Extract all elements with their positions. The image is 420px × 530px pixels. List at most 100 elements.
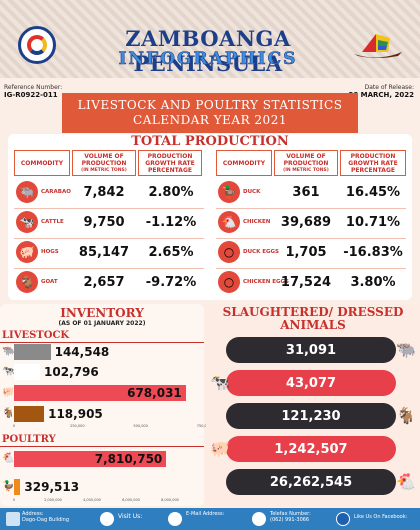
poultry-tick-2: 4,000,000 (83, 498, 101, 502)
commodity-name-left-1: CATTLE (41, 219, 64, 225)
livestock-bar-3 (14, 406, 45, 422)
infographics-title: INFOGRAPHICS (118, 49, 298, 70)
region-title: ZAMBOANGA PENINSULA (125, 26, 291, 76)
slaughter-value-0: 31,091 (285, 342, 337, 358)
livestock-tick-2: 500,000 (133, 424, 148, 428)
poultry-animal-icon-1: 🦆 (2, 481, 15, 492)
livestock-animal-icon-3: 🐐 (2, 408, 15, 419)
facebook-icon (336, 512, 350, 526)
row-divider-left-0 (14, 208, 204, 209)
poultry-label: POULTRY (2, 434, 56, 445)
slaughter-animal-icon-1: 🐄 (210, 373, 230, 392)
livestock-bar-label-3: 118,905 (48, 407, 103, 421)
slaughtered-heading-line2: ANIMALS (280, 318, 346, 332)
livestock-animal-icon-1: 🐄 (2, 366, 15, 377)
slaughter-value-3: 1,242,507 (274, 441, 348, 457)
livestock-animal-icon-0: 🐃 (2, 346, 15, 357)
livestock-bar-label-1: 102,796 (44, 365, 99, 379)
slaughter-bar-4: 26,262,545 (226, 469, 396, 495)
livestock-bar-0 (14, 344, 51, 360)
livestock-bar-label-2: 678,031 (127, 386, 182, 400)
goat-icon: 🐐 (16, 271, 38, 293)
slaughter-value-2: 121,230 (281, 408, 341, 424)
volume-right-1: 39,689 (280, 215, 332, 230)
duck-icon: 🦆 (218, 181, 240, 203)
volume-left-1: 9,750 (83, 215, 125, 230)
vinta-boat-icon (354, 34, 402, 58)
livestock-bar-label-0: 144,548 (54, 345, 110, 359)
commodity-name-right-1: CHICKEN (243, 219, 271, 225)
commodity-name-right-3: CHICKEN EGGS (243, 279, 290, 285)
commodity-name-left-2: HOGS (41, 249, 59, 255)
commodity-name-right-0: DUCK (243, 189, 261, 195)
livestock-animal-icon-2: 🐖 (2, 387, 15, 398)
row-divider-right-1 (216, 238, 406, 239)
commodity-name-left-3: GOAT (41, 279, 58, 285)
livestock-bar-2 (14, 385, 186, 401)
inventory-panel (0, 304, 204, 506)
livestock-tick-0: 0 (12, 424, 16, 428)
poultry-tick-0: 0 (12, 498, 16, 502)
poultry-tick-1: 2,000,000 (44, 498, 62, 502)
slaughter-bar-0: 31,091 (226, 337, 396, 363)
main-subtitle: CALENDAR YEAR 2021 (133, 113, 287, 127)
livestock-tick-3: 750,000 (196, 424, 212, 428)
poultry-animal-icon-0: 🐔 (2, 453, 15, 464)
commodity-name-left-0: CARABAO (41, 189, 71, 195)
growth-right-0: 16.45% (345, 185, 401, 200)
row-divider-left-1 (14, 238, 204, 239)
growth-right-3: 3.80% (350, 275, 396, 290)
poultry-bar-0 (14, 451, 167, 467)
growth-left-2: 2.65% (148, 245, 194, 260)
slaughtered-heading: SLAUGHTERED/ DRESSED ANIMALS (206, 306, 420, 332)
main-title: LIVESTOCK AND POULTRY STATISTICS (77, 98, 343, 112)
poultry-bar-label-0: 7,810,750 (94, 452, 163, 466)
livestock-label: LIVESTOCK (2, 330, 70, 341)
volume-right-3: 17,524 (280, 275, 332, 290)
footer-address: Address: Dago-Dag Building (22, 511, 70, 523)
phone-icon (252, 512, 266, 526)
commodity-name-right-2: DUCK EGGS (243, 249, 279, 255)
slaughter-animal-icon-0: 🐃 (396, 340, 416, 359)
footer-facebook[interactable]: Like Us On Facebook: (354, 514, 408, 520)
slaughter-animal-icon-4: 🐔 (396, 472, 416, 491)
volume-right-2: 1,705 (285, 245, 327, 260)
slaughter-value-4: 26,262,545 (269, 474, 353, 490)
col-growth-right: PRODUCTION GROWTH RATE PERCENTAGE (340, 150, 406, 176)
footer-visit[interactable]: Visit Us: (118, 513, 143, 520)
poultry-rule (0, 446, 204, 447)
footer-phone: Telefax Number: (062) 991-3066 (270, 511, 311, 523)
col-growth-left: PRODUCTION GROWTH RATE PERCENTAGE (138, 150, 202, 176)
main-title-bar: LIVESTOCK AND POULTRY STATISTICS CALENDA… (62, 93, 358, 133)
inventory-subheading: (AS OF 01 JANUARY 2022) (58, 320, 146, 327)
row-divider-right-0 (216, 208, 406, 209)
volume-left-0: 7,842 (83, 185, 125, 200)
carabao-icon: 🐃 (16, 181, 38, 203)
slaughter-bar-2: 121,230 (226, 403, 396, 429)
growth-right-2: -16.83% (343, 245, 403, 260)
reference-label: Reference Number: (4, 84, 63, 91)
livestock-bar-1 (14, 364, 41, 380)
slaughter-value-1: 43,077 (285, 375, 337, 391)
hog-icon: 🐖 (16, 241, 38, 263)
slaughter-animal-icon-2: 🐐 (396, 406, 416, 425)
col-volume-left: VOLUME OF PRODUCTION (IN METRIC TONS) (72, 150, 136, 176)
row-divider-left-2 (14, 268, 204, 269)
growth-left-0: 2.80% (148, 185, 194, 200)
footer-email[interactable]: E-Mail Address: (186, 511, 225, 517)
cattle-icon: 🐄 (16, 211, 38, 233)
chicken-icon: 🐔 (218, 211, 240, 233)
col-commodity-right: COMMODITY (216, 150, 272, 176)
reference-number: IG-R0922-011 (4, 91, 58, 99)
release-block: Date of Release: 30 MARCH, 2022 (348, 84, 414, 99)
livestock-rule (0, 342, 204, 343)
poultry-tick-4: 8,000,000 (161, 498, 179, 502)
slaughter-bar-3: 1,242,507 (226, 436, 396, 462)
col-volume-right: VOLUME OF PRODUCTION (IN METRIC TONS) (274, 150, 338, 176)
slaughtered-heading-line1: SLAUGHTERED/ DRESSED (222, 305, 404, 319)
header-banner (0, 0, 420, 78)
volume-right-0: 361 (292, 185, 320, 200)
col-commodity-left: COMMODITY (14, 150, 70, 176)
volume-left-3: 2,657 (83, 275, 125, 290)
slaughter-bar-1: 43,077 (226, 370, 396, 396)
